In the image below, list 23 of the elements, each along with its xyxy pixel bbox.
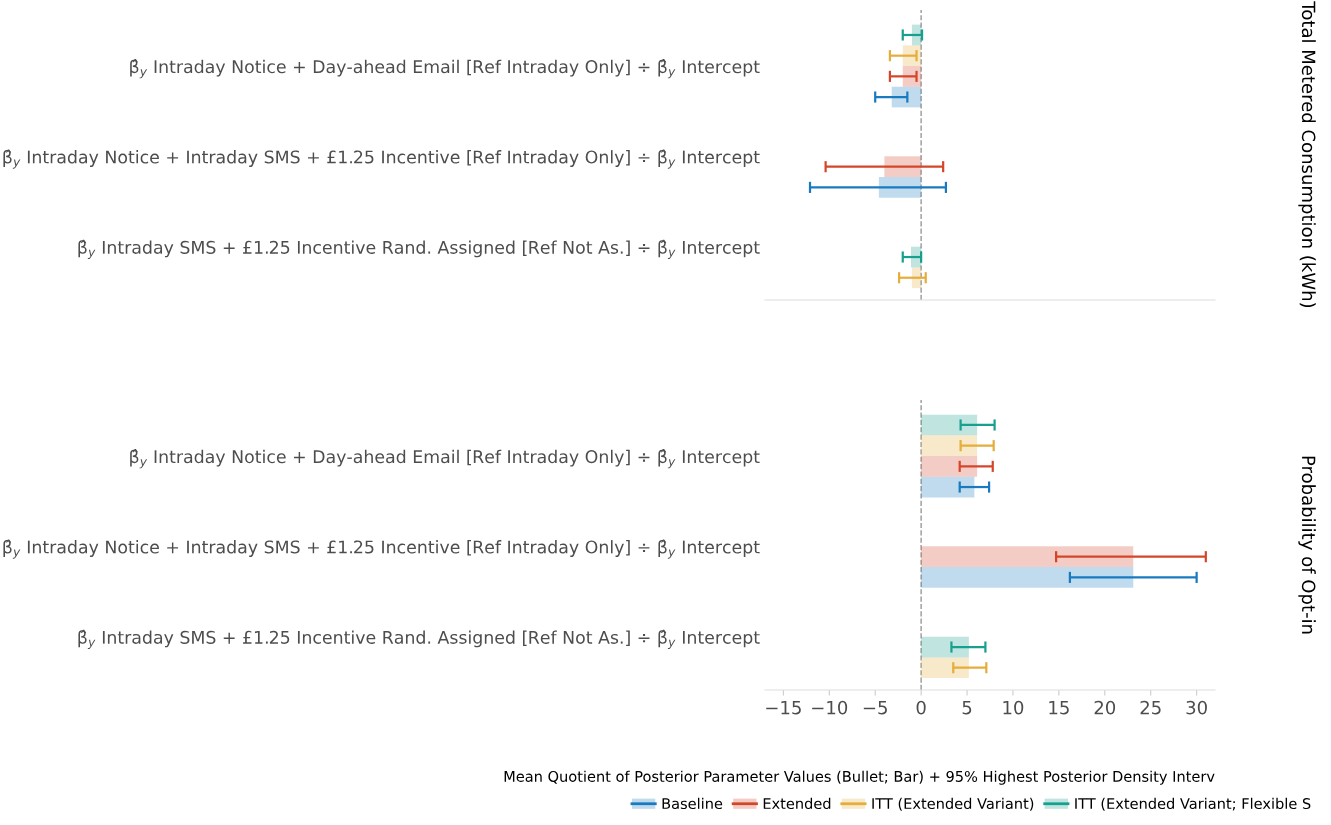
x-tick-label: −15 [766, 700, 801, 715]
y-axis-title: Total Metered Consumption (kWh) [1298, 1, 1316, 308]
x-tick-label: 25 [1140, 700, 1161, 715]
x-axis-title: Mean Quotient of Posterior Parameter Values (Bullet; Bar) + 95% Highest Posterior Density Interv [504, 770, 1215, 785]
x-tick-label: 30 [1186, 700, 1207, 715]
y-tick-label: β̂$_{y}$ Intraday Notice + Intraday SMS + £1.25 Incentive [Ref Intraday Only] ÷ β̂$_{y}$ Intercept [3, 149, 760, 169]
legend-label: ITT (Extended Variant) [872, 797, 1034, 811]
y-tick-label: β̂$_{y}$ Intraday Notice + Intraday SMS + £1.25 Incentive [Ref Intraday Only] ÷ β̂$_{y}$ Intercept [3, 539, 760, 559]
x-tick-label: 5 [962, 700, 972, 715]
y-tick-label: β̂$_{y}$ Intraday Notice + Day-ahead Email [Ref Intraday Only] ÷ β̂$_{y}$ Intercept [130, 449, 760, 469]
legend-label: Extended [763, 797, 831, 810]
legend-label: Baseline [662, 797, 723, 810]
x-tick-label: 10 [1003, 700, 1024, 715]
y-tick-label: β̂$_{y}$ Intraday Notice + Day-ahead Email [Ref Intraday Only] ÷ β̂$_{y}$ Intercept [130, 59, 760, 79]
x-tick-label: 15 [1049, 700, 1069, 715]
y-axis-title: Probability of Opt-in [1298, 456, 1316, 634]
x-tick-label: −5 [863, 700, 887, 715]
x-tick-label: 20 [1094, 700, 1116, 715]
y-tick-label: β̂$_{y}$ Intraday SMS + £1.25 Incentive Rand. Assigned [Ref Not As.] ÷ β̂$_{y}$ Intercept [78, 239, 760, 260]
x-tick-label: −10 [812, 700, 848, 715]
x-tick-label: 0 [916, 700, 926, 715]
legend-label: ITT (Extended Variant; Flexible S [1075, 797, 1311, 811]
y-tick-label: β̂$_{y}$ Intraday SMS + £1.25 Incentive Rand. Assigned [Ref Not As.] ÷ β̂$_{y}$ Intercept [78, 629, 760, 650]
